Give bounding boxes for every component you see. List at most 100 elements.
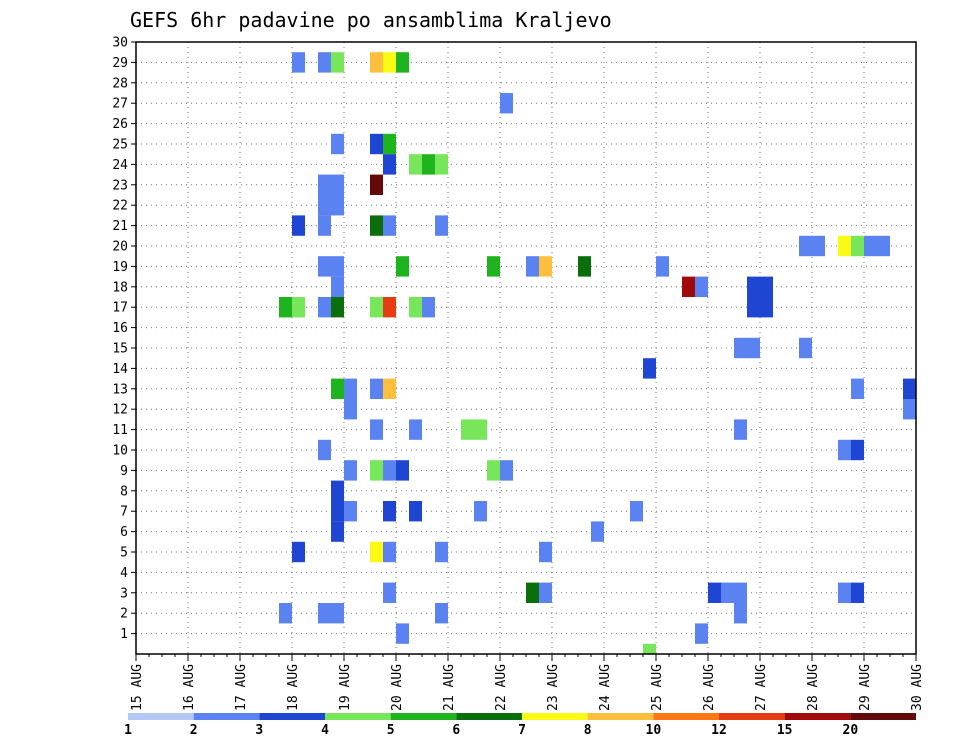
x-tick-label: 25 AUG — [650, 664, 665, 711]
ensemble-cell — [682, 276, 695, 297]
y-tick-label: 10 — [112, 444, 128, 459]
ensemble-cell — [734, 603, 747, 624]
ensemble-cells — [279, 52, 916, 654]
x-tick-label: 17 AUG — [234, 664, 249, 711]
ensemble-cell — [370, 419, 383, 440]
y-tick-label: 21 — [112, 219, 128, 234]
ensemble-cell — [409, 297, 422, 318]
ensemble-cell — [344, 378, 357, 399]
colorbar-label: 3 — [255, 723, 263, 738]
colorbar-label: 5 — [387, 723, 395, 738]
colorbar-label: 1 — [124, 723, 132, 738]
ensemble-cell — [578, 256, 591, 277]
y-tick-label: 6 — [120, 525, 128, 540]
ensemble-cell — [747, 337, 760, 359]
colorbar-swatch — [325, 713, 391, 720]
ensemble-cell — [851, 582, 864, 603]
y-tick-label: 2 — [120, 607, 128, 622]
y-tick-label: 4 — [120, 566, 128, 581]
ensemble-cell — [851, 378, 864, 399]
ensemble-cell — [422, 154, 435, 175]
x-tick-label: 28 AUG — [806, 664, 821, 711]
ensemble-cell — [539, 582, 552, 603]
ensemble-cell — [838, 582, 851, 603]
ensemble-cell — [383, 297, 396, 318]
x-tick-label: 23 AUG — [546, 664, 561, 711]
ensemble-cell — [656, 256, 669, 277]
ensemble-cell — [396, 256, 409, 277]
ensemble-cell — [370, 133, 383, 155]
colorbar-label: 6 — [452, 723, 460, 738]
y-tick-label: 26 — [112, 117, 128, 132]
colorbar-swatch — [850, 713, 916, 720]
ensemble-cell — [396, 52, 409, 73]
ensemble-cell — [435, 154, 448, 175]
ensemble-cell — [747, 297, 760, 318]
ensemble-cell — [435, 215, 448, 236]
x-axis: 15 AUG 16 AUG 17 AUG 18 AUG 19 AUG 20 AUG 21 A… — [130, 654, 925, 711]
ensemble-cell — [461, 419, 474, 440]
ensemble-cell — [318, 439, 331, 461]
ensemble-cell — [318, 195, 331, 216]
x-tick-label: 16 AUG — [182, 664, 197, 711]
ensemble-cell — [903, 399, 916, 420]
ensemble-cell — [331, 480, 344, 501]
y-tick-label: 8 — [120, 484, 128, 499]
x-tick-label: 22 AUG — [494, 664, 509, 711]
ensemble-cell — [708, 582, 721, 603]
ensemble-cell — [747, 276, 760, 297]
ensemble-cell — [318, 603, 331, 624]
ensemble-cell — [643, 643, 656, 654]
ensemble-cell — [864, 235, 877, 257]
y-tick-label: 3 — [120, 586, 128, 601]
ensemble-cell — [838, 235, 851, 257]
x-tick-label: 15 AUG — [130, 664, 145, 711]
ensemble-cell — [487, 460, 500, 481]
colorbar-swatch — [259, 713, 325, 720]
ensemble-cell — [383, 460, 396, 481]
colorbar-swatch — [456, 713, 522, 720]
ensemble-cell — [370, 460, 383, 481]
ensemble-cell — [383, 52, 396, 73]
colorbar-label: 15 — [777, 723, 793, 738]
ensemble-cell — [396, 623, 409, 644]
ensemble-cell — [383, 154, 396, 175]
x-tick-label: 19 AUG — [338, 664, 353, 711]
ensemble-cell — [500, 460, 513, 481]
colorbar-label: 10 — [646, 723, 662, 738]
ensemble-cell — [292, 52, 305, 73]
colorbar-swatch — [784, 713, 851, 720]
ensemble-cell — [344, 399, 357, 420]
y-tick-label: 17 — [112, 301, 128, 316]
y-tick-label: 19 — [112, 260, 128, 275]
ensemble-cell — [370, 378, 383, 399]
ensemble-cell — [331, 174, 344, 195]
ensemble-cell — [331, 195, 344, 216]
ensemble-cell — [331, 297, 344, 318]
ensemble-cell — [409, 501, 422, 522]
ensemble-cell — [292, 541, 305, 563]
ensemble-cell — [344, 501, 357, 522]
ensemble-cell — [474, 501, 487, 522]
ensemble-cell — [331, 603, 344, 624]
colorbar-swatch — [719, 713, 785, 720]
ensemble-cell — [838, 439, 851, 461]
y-tick-label: 28 — [112, 76, 128, 91]
y-tick-label: 24 — [112, 158, 128, 173]
ensemble-cell — [383, 133, 396, 155]
colorbar-swatch — [128, 713, 194, 720]
colorbar-label: 12 — [711, 723, 727, 738]
ensemble-cell — [539, 256, 552, 277]
ensemble-cell — [383, 215, 396, 236]
y-tick-label: 20 — [112, 240, 128, 255]
ensemble-cell — [370, 52, 383, 73]
y-axis: 1234567891011121314151617181920212223242… — [112, 36, 136, 642]
x-tick-label: 24 AUG — [598, 664, 613, 711]
ensemble-cell — [435, 541, 448, 563]
colorbar-swatch — [653, 713, 719, 720]
ensemble-cell — [487, 256, 500, 277]
ensemble-cell — [721, 582, 734, 603]
ensemble-cell — [734, 337, 747, 359]
chart-title: GEFS 6hr padavine po ansamblima Kraljevo — [130, 8, 612, 32]
